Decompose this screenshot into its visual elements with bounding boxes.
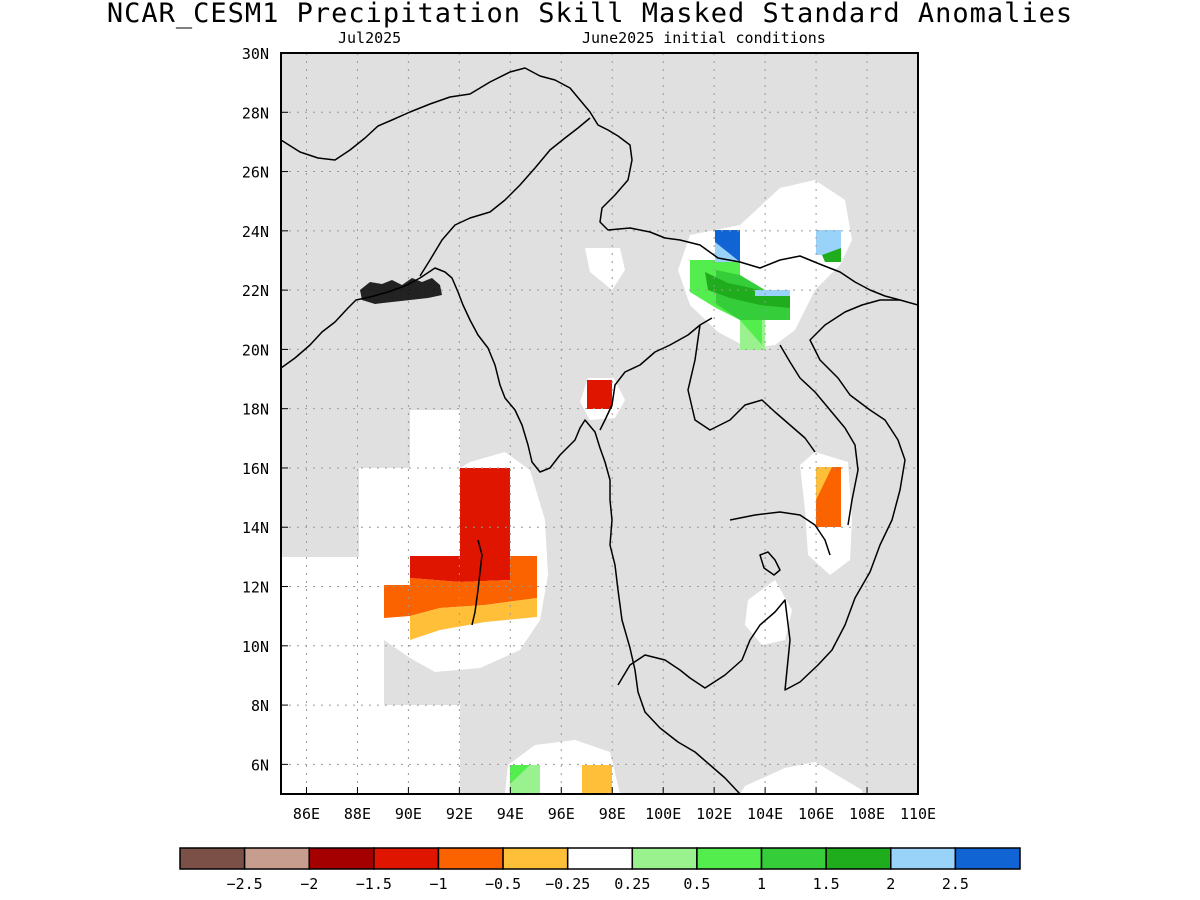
tick-label-lon: 104E <box>747 805 783 823</box>
anomaly-orange-andaman <box>384 556 537 618</box>
anomaly-red-andaman <box>410 468 510 582</box>
tick-label-lat: 28N <box>242 104 269 122</box>
coastlines-and-borders <box>281 67 918 794</box>
chart-title: NCAR_CESM1 Precipitation Skill Masked St… <box>106 0 1074 29</box>
colorbar-label: 0.5 <box>683 875 710 893</box>
tick-label-lat: 26N <box>242 164 269 182</box>
tick-label-lat: 18N <box>242 401 269 419</box>
colorbar-swatch <box>954 847 1021 870</box>
grid <box>281 53 918 794</box>
map-frame <box>280 52 919 795</box>
anomaly-green-south <box>510 765 530 784</box>
colorbar-swatch <box>243 847 310 870</box>
subtitle-init: June2025 initial conditions <box>582 29 826 47</box>
tick-label-lat: 24N <box>242 223 269 241</box>
border-cambodia <box>729 511 831 556</box>
subtitle-month: Jul2025 <box>338 29 402 47</box>
anomaly-yellow-south <box>582 765 612 794</box>
tick-label-lat: 22N <box>242 282 269 300</box>
colorbar-label: −2 <box>300 875 318 893</box>
colorbar-swatch <box>179 847 246 870</box>
tick-label-lon: 106E <box>798 805 834 823</box>
colorbar-swatch <box>760 847 827 870</box>
colorbar-label: −2.5 <box>227 875 263 893</box>
tonle-sap-lake <box>759 551 781 576</box>
coastline-sundarbans <box>360 278 442 304</box>
colorbar-label: −1.5 <box>356 875 392 893</box>
colorbar: −2.5 −2 −1.5 −1 −0.5 −0.25 0.25 0.5 1 1.5 2 2.5 <box>179 847 1021 893</box>
anomaly-darkgreen-laos <box>705 272 790 308</box>
tick-label-lon: 102E <box>696 805 732 823</box>
colorbar-swatch <box>696 847 763 870</box>
tick-label-lon: 90E <box>395 805 422 823</box>
latitude-ticks: 6N 8N 10N 12N 14N 16N 18N 20N 22N 24N 26N 28N 30N <box>242 45 288 774</box>
border-laos-thailand <box>687 324 816 453</box>
longitude-ticks: 86E 88E 90E 92E 94E 96E 98E 100E 102E 104E 106E 108… <box>293 787 936 823</box>
coastline-indochina <box>617 299 918 691</box>
colorbar-swatch <box>308 847 375 870</box>
anomaly-lightblue-north <box>715 242 740 262</box>
colorbar-label: 0.25 <box>614 875 650 893</box>
colorbar-label: −1 <box>429 875 447 893</box>
anomaly-darkgreen-east <box>822 248 841 262</box>
border-vietnam-laos <box>779 344 859 526</box>
colorbar-swatch <box>437 847 504 870</box>
colorbar-label: −0.25 <box>545 875 590 893</box>
tick-label-lat: 16N <box>242 460 269 478</box>
colorbar-swatch <box>566 847 634 870</box>
anomaly-lightblue-mid <box>755 290 790 296</box>
colorbar-swatch <box>373 847 440 870</box>
tick-label-lon: 88E <box>344 805 371 823</box>
tick-label-lon: 100E <box>645 805 681 823</box>
colorbar-label: 2.5 <box>942 875 969 893</box>
tick-label-lat: 30N <box>242 45 269 63</box>
anomaly-red-myanmar <box>587 380 612 409</box>
colorbar-swatch <box>890 847 957 870</box>
tick-label-lon: 86E <box>293 805 320 823</box>
neutral-region-small <box>585 248 625 290</box>
tick-label-lat: 6N <box>251 756 269 774</box>
border-india-myanmar <box>419 117 591 277</box>
colorbar-label: 1 <box>757 875 766 893</box>
anomaly-green-laos-b <box>740 320 762 345</box>
colorbar-label: 2 <box>886 875 895 893</box>
colorbar-swatch <box>502 847 569 870</box>
anomaly-lightblue-east <box>816 230 841 255</box>
tick-label-lat: 20N <box>242 341 269 359</box>
colorbar-label: 1.5 <box>813 875 840 893</box>
colorbar-swatch <box>631 847 698 870</box>
tick-label-lat: 8N <box>251 697 269 715</box>
tick-label-lon: 98E <box>599 805 626 823</box>
border-myanmar-thailand <box>599 317 713 431</box>
tick-label-lon: 96E <box>548 805 575 823</box>
border-northern <box>281 67 901 301</box>
tick-label-lon: 92E <box>446 805 473 823</box>
colorbar-swatch <box>825 847 892 870</box>
tick-label-lon: 110E <box>900 805 936 823</box>
tick-label-lon: 94E <box>497 805 524 823</box>
coastline-andaman-islands <box>471 539 483 626</box>
colorbar-label: −0.5 <box>485 875 521 893</box>
neutral-region-southeast <box>740 762 862 794</box>
tick-label-lon: 108E <box>849 805 885 823</box>
anomaly-yellow-vietnam <box>816 467 832 500</box>
tick-label-lat: 10N <box>242 638 269 656</box>
tick-label-lat: 14N <box>242 519 269 537</box>
tick-label-lat: 12N <box>242 579 269 597</box>
